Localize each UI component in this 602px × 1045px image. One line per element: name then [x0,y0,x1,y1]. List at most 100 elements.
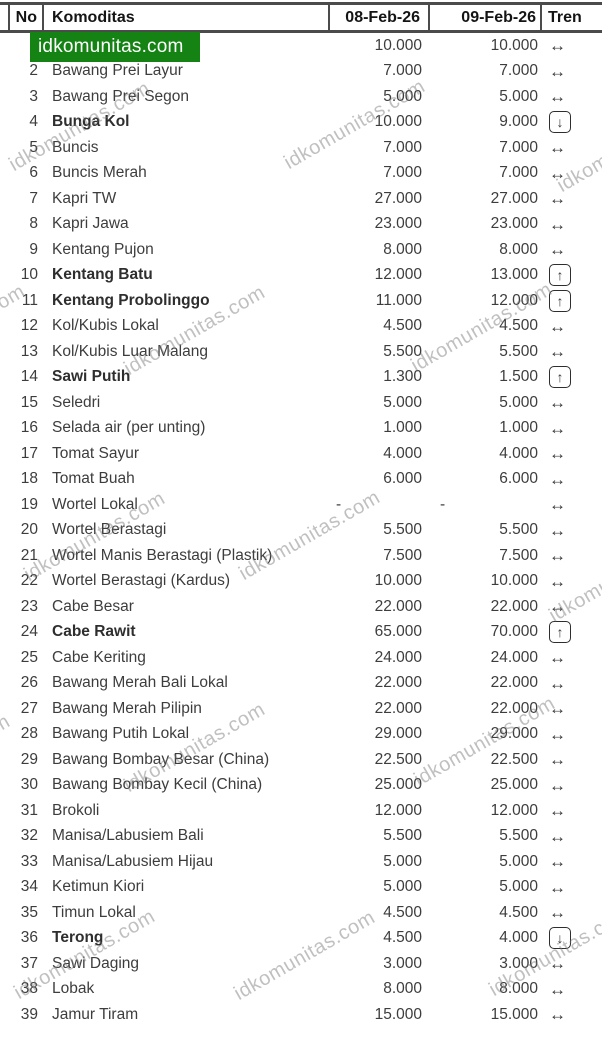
column-header-no: No [0,5,44,30]
price-date2: 24.000 [490,648,538,666]
trend-up-icon: ↑ [549,366,571,389]
price-date2: 22.000 [490,597,538,615]
trend-cell: ↔ [542,139,602,156]
price-date2: 5.000 [499,393,538,411]
price-date2: 29.000 [490,725,538,743]
column-header-komoditas: Komoditas [44,5,330,30]
price-date1: 4.000 [383,444,422,462]
price-date1: 3.000 [383,954,422,972]
row-number: 25 [20,648,38,666]
trend-cell: ↔ [542,63,602,80]
trend-same-icon: ↔ [549,571,566,591]
price-date1: 24.000 [374,648,422,666]
trend-same-icon: ↔ [549,393,566,413]
trend-cell: ↔ [542,547,602,564]
price-date2: 23.000 [490,215,538,233]
table-row: 19 Wortel Lokal - - ↔ [0,492,602,518]
trend-cell: ↔ [542,904,602,921]
trend-cell: ↔ [542,88,602,105]
table-row: 15 Seledri 5.000 5.000 ↔ [0,390,602,416]
trend-cell: ↔ [542,190,602,207]
row-number: 3 [29,87,38,105]
row-number: 16 [20,419,38,437]
trend-same-icon: ↔ [549,316,566,336]
trend-same-icon: ↔ [549,214,566,234]
price-date2: 22.000 [490,674,538,692]
table-row: 10 Kentang Batu 12.000 13.000 ↑ [0,263,602,289]
row-number: 11 [21,291,38,309]
trend-cell: ↔ [542,241,602,258]
price-date1: 1.300 [383,368,422,386]
price-date1: 11.000 [375,291,422,309]
trend-cell: ↑ [542,366,602,389]
price-date1: 7.000 [383,138,422,156]
price-date2: 9.000 [499,113,538,131]
row-number: 32 [20,827,38,845]
commodity-name: Sawi Daging [52,954,140,972]
price-date1: 29.000 [374,725,422,743]
row-number: 31 [20,801,38,819]
table-row: 6 Buncis Merah 7.000 7.000 ↔ [0,161,602,187]
trend-up-icon: ↑ [549,621,571,644]
commodity-name: Wortel Lokal [52,495,138,513]
commodity-name: Cabe Rawit [52,623,136,641]
row-number: 29 [20,750,38,768]
trend-same-icon: ↔ [549,240,566,260]
table-row: 30 Bawang Bombay Kecil (China) 25.000 25… [0,773,602,799]
row-number: 37 [20,954,38,972]
price-date1: 5.500 [383,827,422,845]
commodity-name: Kentang Probolinggo [52,291,210,309]
price-date2: 5.500 [499,342,538,360]
commodity-name: Timun Lokal [52,903,136,921]
row-number: 4 [29,113,38,131]
price-date2: 5.000 [499,878,538,896]
trend-up-icon: ↑ [549,289,571,312]
price-date2: 6.000 [499,470,538,488]
price-date1: 5.500 [383,342,422,360]
table-header: No Komoditas 08-Feb-26 09-Feb-26 Tren [0,2,602,33]
trend-same-icon: ↔ [549,648,566,668]
commodity-name: Kapri Jawa [52,215,129,233]
row-number: 38 [20,980,38,998]
table-row: 38 Lobak 8.000 8.000 ↔ [0,977,602,1003]
column-header-date1: 08-Feb-26 [330,5,430,30]
table-row: 29 Bawang Bombay Besar (China) 22.500 22… [0,747,602,773]
price-date2: - [440,495,446,513]
commodity-name: Jamur Tiram [52,1005,139,1023]
trend-same-icon: ↔ [549,699,566,719]
trend-cell: ↔ [542,751,602,768]
table-row: 36 Terong 4.500 4.000 ↓ [0,926,602,952]
row-number: 23 [20,597,38,615]
price-date1: 7.000 [383,62,422,80]
price-date1: 22.000 [374,674,422,692]
price-date2: 22.000 [490,699,538,717]
table-row: 31 Brokoli 12.000 12.000 ↔ [0,798,602,824]
table-row: 20 Wortel Berastagi 5.500 5.500 ↔ [0,518,602,544]
trend-cell: ↔ [542,853,602,870]
commodity-name: Bawang Prei Layur [52,62,183,80]
trend-cell: ↔ [542,37,602,54]
table-row: 34 Ketimun Kiori 5.000 5.000 ↔ [0,875,602,901]
trend-down-icon: ↓ [549,111,571,134]
column-header-tren: Tren [548,8,582,26]
price-date1: 15.000 [374,1005,422,1023]
table-row: 18 Tomat Buah 6.000 6.000 ↔ [0,467,602,493]
trend-same-icon: ↔ [549,903,566,923]
table-row: 22 Wortel Berastagi (Kardus) 10.000 10.0… [0,569,602,595]
table-row: 3 Bawang Prei Segon 5.000 5.000 ↔ [0,84,602,110]
price-date2: 5.000 [499,87,538,105]
trend-cell: ↔ [542,879,602,896]
commodity-name: Kol/Kubis Luar Malang [52,342,208,360]
row-number: 35 [20,903,38,921]
price-date1: 5.000 [383,87,422,105]
price-date1: 65.000 [374,623,422,641]
table-row: 23 Cabe Besar 22.000 22.000 ↔ [0,594,602,620]
price-date2: 5.000 [499,852,538,870]
price-date2: 10.000 [490,572,538,590]
table-row: 8 Kapri Jawa 23.000 23.000 ↔ [0,212,602,238]
trend-cell: ↔ [542,573,602,590]
table-row: 28 Bawang Putih Lokal 29.000 29.000 ↔ [0,722,602,748]
trend-down-icon: ↓ [549,927,571,950]
table-row: 11 Kentang Probolinggo 11.000 12.000 ↑ [0,288,602,314]
price-date1: 5.000 [383,878,422,896]
